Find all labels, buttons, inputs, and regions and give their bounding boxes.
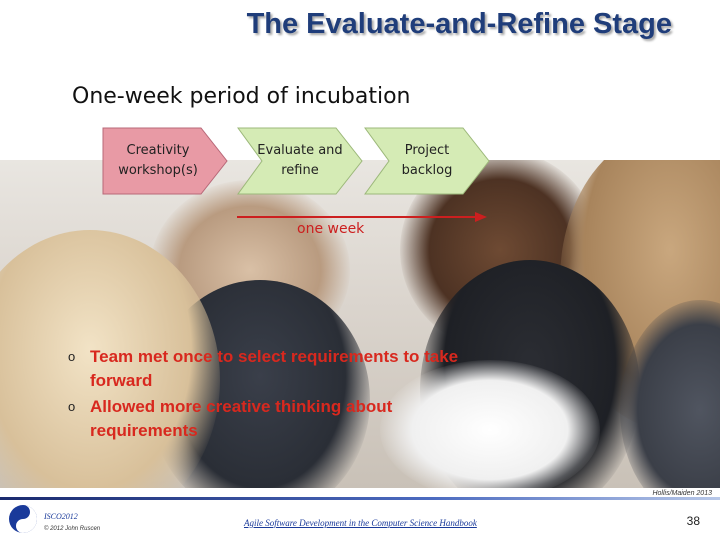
duration-label: one week xyxy=(297,221,365,237)
bullet-text: Allowed more creative thinking about req… xyxy=(90,397,393,440)
meeting-photo xyxy=(0,160,720,488)
footer-event: ISCO2012 xyxy=(44,512,78,521)
slide-subtitle: One-week period of incubation xyxy=(72,84,411,109)
bullet-list: o Team met once to select requirements t… xyxy=(68,345,468,445)
photo-credit: Hollis/Maiden 2013 xyxy=(652,490,712,497)
bullet-item: o Allowed more creative thinking about r… xyxy=(68,395,468,443)
yin-yang-logo-icon xyxy=(9,505,37,533)
process-step-creativity: Creativity workshop(s) xyxy=(101,126,229,196)
bullet-marker-icon: o xyxy=(68,399,76,414)
footer-book-link[interactable]: Agile Software Development in the Comput… xyxy=(244,518,477,528)
footer-copyright: © 2012 John Ruscen xyxy=(44,526,101,532)
duration-arrow xyxy=(237,212,487,222)
bullet-item: o Team met once to select requirements t… xyxy=(68,345,468,393)
page-number: 38 xyxy=(686,514,700,528)
process-step-label: Project backlog xyxy=(401,143,453,178)
process-step-backlog: Project backlog xyxy=(363,126,491,196)
slide-title: The Evaluate-and-Refine Stage xyxy=(246,8,672,40)
bullet-marker-icon: o xyxy=(68,349,76,364)
process-step-label: Evaluate and refine xyxy=(257,143,343,178)
bullet-text: Team met once to select requirements to … xyxy=(90,347,459,390)
process-step-evaluate: Evaluate and refine xyxy=(236,126,364,196)
footer-divider xyxy=(0,497,720,500)
process-step-label: Creativity workshop(s) xyxy=(118,143,198,178)
